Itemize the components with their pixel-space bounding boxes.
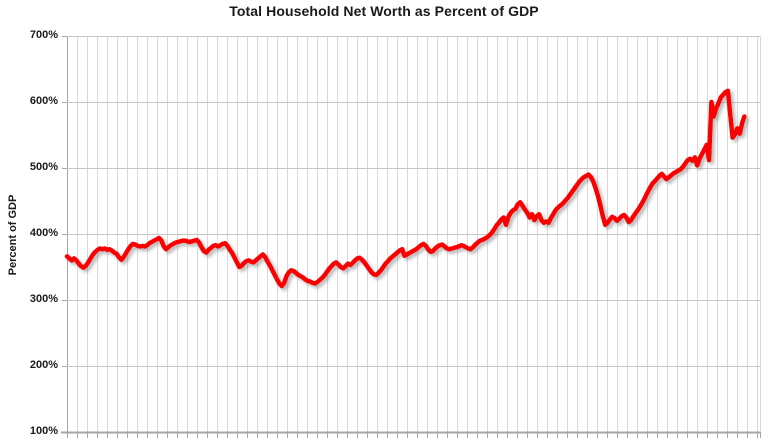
axis-lines-and-ticks [61,36,761,438]
y-tick-label: 200% [29,359,58,371]
net-worth-line [64,88,747,289]
horizontal-gridlines [67,36,760,367]
y-tick-label: 500% [29,161,58,173]
y-tick-label: 700% [29,29,58,41]
y-tick-label: 100% [29,425,58,437]
y-tick-label: 600% [29,95,58,107]
y-tick-label: 300% [29,293,58,305]
y-tick-label: 400% [29,227,58,239]
chart-title: Total Household Net Worth as Percent of … [229,3,539,19]
